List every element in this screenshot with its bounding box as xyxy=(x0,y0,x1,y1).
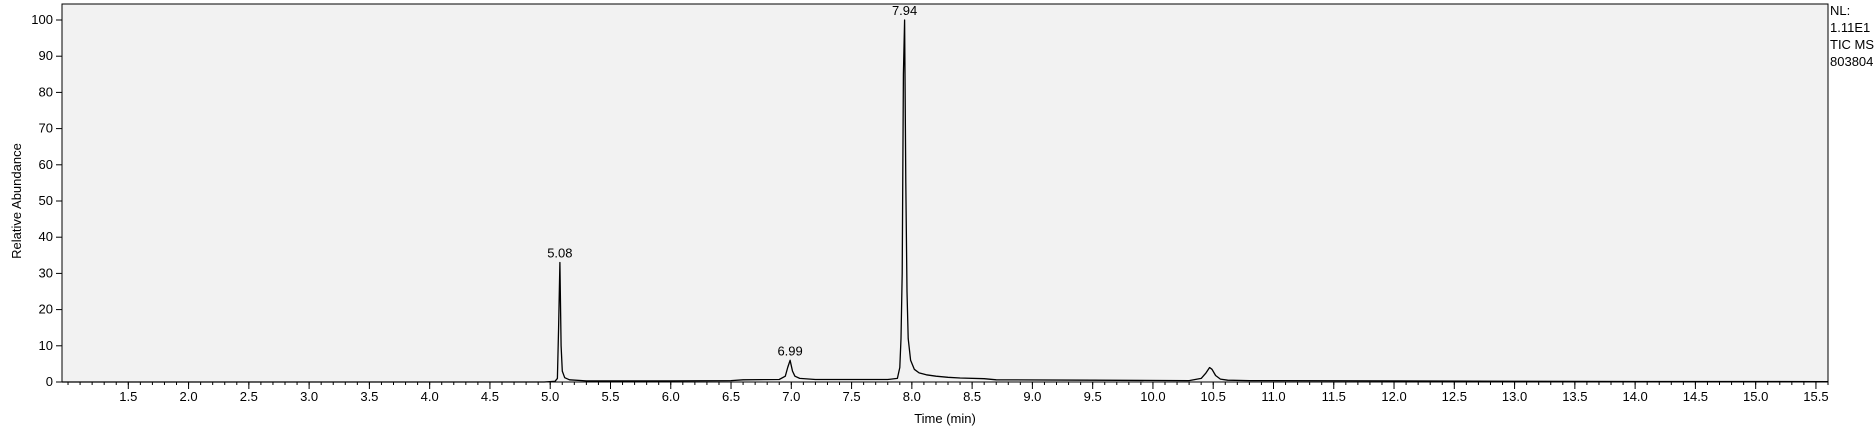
x-tick-label: 8.0 xyxy=(903,389,921,404)
x-tick-label: 9.5 xyxy=(1084,389,1102,404)
x-tick-label: 1.5 xyxy=(119,389,137,404)
x-tick-label: 3.5 xyxy=(360,389,378,404)
x-tick-label: 4.5 xyxy=(481,389,499,404)
x-tick-label: 15.5 xyxy=(1803,389,1828,404)
x-tick-label: 2.0 xyxy=(180,389,198,404)
plot-area xyxy=(61,3,1829,383)
x-tick-label: 12.0 xyxy=(1381,389,1406,404)
x-tick-label: 15.0 xyxy=(1743,389,1768,404)
x-tick-label: 5.0 xyxy=(541,389,559,404)
x-tick-label: 6.0 xyxy=(662,389,680,404)
peak-labels: 5.08 6.99 7.94 xyxy=(547,3,917,358)
x-axis-title: Time (min) xyxy=(914,411,976,426)
y-tick-label: 90 xyxy=(39,48,53,63)
y-axis-title: Relative Abundance xyxy=(9,143,24,259)
x-tick-label: 7.0 xyxy=(782,389,800,404)
y-tick-label: 0 xyxy=(46,374,53,389)
nl-value: 1.11E1 xyxy=(1830,20,1871,35)
scan-filter: TIC MS xyxy=(1830,37,1874,52)
x-tick-label: 14.5 xyxy=(1683,389,1708,404)
x-tick-label: 8.5 xyxy=(963,389,981,404)
tic-trace xyxy=(62,19,1829,383)
x-tick-label: 4.0 xyxy=(421,389,439,404)
y-axis-ticks: 0 10 20 30 40 50 60 70 80 90 100 xyxy=(31,12,62,389)
x-tick-label: 13.5 xyxy=(1562,389,1587,404)
x-tick-label: 2.5 xyxy=(240,389,258,404)
peak-label: 6.99 xyxy=(777,343,802,358)
x-tick-label: 6.5 xyxy=(722,389,740,404)
x-tick-label: 5.5 xyxy=(601,389,619,404)
y-tick-label: 30 xyxy=(39,265,53,280)
x-axis-ticks: 1.5 2.0 2.5 3.0 3.5 4.0 4.5 5.0 5.5 6.0 6.5 7.0 7.5 8… xyxy=(119,382,1829,404)
x-tick-label: 11.5 xyxy=(1322,389,1346,404)
y-tick-label: 10 xyxy=(39,338,53,353)
y-tick-label: 60 xyxy=(39,157,53,172)
x-tick-label: 12.5 xyxy=(1442,389,1467,404)
x-tick-label: 9.0 xyxy=(1023,389,1041,404)
file-id: 803804 xyxy=(1830,54,1874,69)
x-tick-label: 3.0 xyxy=(300,389,318,404)
y-tick-label: 80 xyxy=(39,84,53,99)
x-tick-label: 7.5 xyxy=(843,389,861,404)
y-tick-label: 20 xyxy=(39,302,53,317)
x-tick-label: 11.0 xyxy=(1261,389,1285,404)
peak-label: 5.08 xyxy=(547,246,572,261)
x-tick-label: 10.0 xyxy=(1140,389,1165,404)
y-tick-label: 50 xyxy=(39,193,53,208)
x-tick-label: 14.0 xyxy=(1622,389,1647,404)
x-tick-label: 10.5 xyxy=(1201,389,1226,404)
peak-label: 7.94 xyxy=(892,3,917,18)
nl-label: NL: xyxy=(1830,3,1851,18)
y-tick-label: 70 xyxy=(39,121,53,136)
y-tick-label: 40 xyxy=(39,229,53,244)
normalization-info-panel: NL: 1.11E1 TIC MS 803804 xyxy=(1830,2,1874,70)
y-tick-label: 100 xyxy=(31,12,53,27)
x-tick-label: 13.0 xyxy=(1502,389,1527,404)
